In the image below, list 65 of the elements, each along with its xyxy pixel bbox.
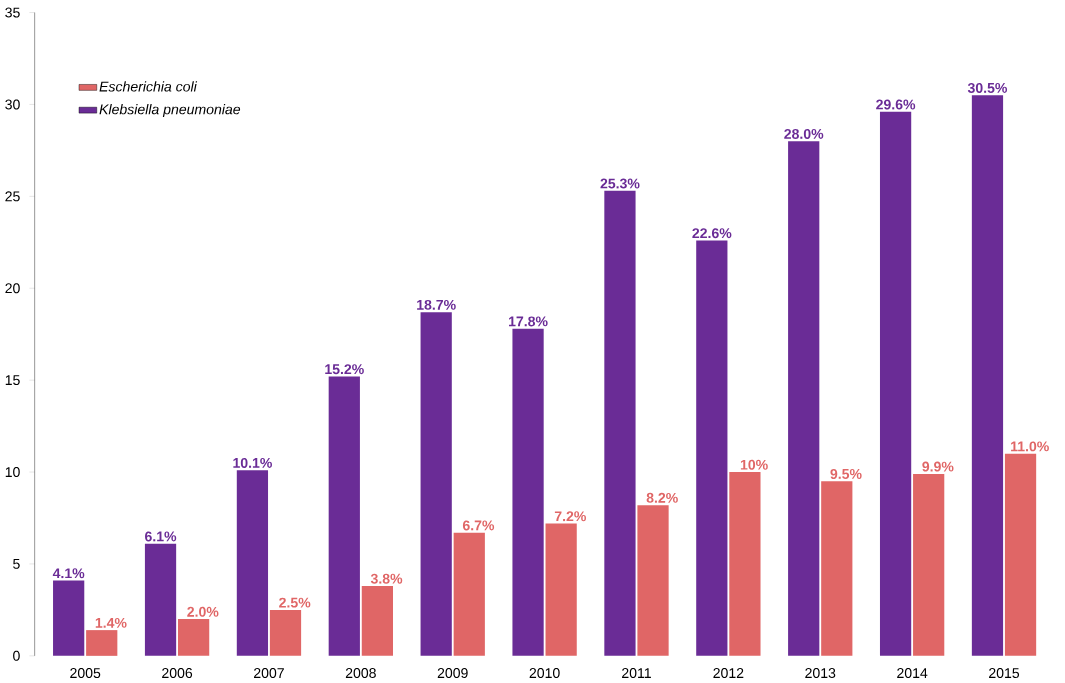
bar [729,472,761,656]
data-label: 28.0% [784,129,824,140]
data-label: 8.2% [646,493,678,503]
y-tick-label: 5 [13,559,20,569]
y-tick-label: 20 [5,283,20,294]
legend-label: Klebsiella pneumoniae [99,104,241,118]
x-tick-label: 2005 [70,668,101,679]
x-tick-label: 2013 [805,668,836,679]
data-label: 9.5% [830,469,862,480]
data-label: 3.8% [370,573,403,584]
bar [361,586,393,656]
bar [788,141,820,656]
bar [971,95,1004,656]
data-label: 2.5% [279,597,311,608]
data-label: 10.1% [233,458,272,469]
bar [236,470,269,656]
x-tick-label: 2010 [529,668,560,679]
bar [144,543,177,656]
bar [269,610,302,656]
data-label: 9.9% [922,461,954,472]
legend-label: Escherichia coli [99,81,198,92]
bar [86,630,118,656]
data-label: 1.4% [95,618,127,628]
x-tick-label: 2009 [437,668,468,679]
bar [328,376,360,656]
x-tick-label: 2006 [162,668,193,679]
x-tick-label: 2007 [254,668,284,679]
x-tick-label: 2011 [622,668,651,679]
bar [512,328,544,656]
data-label: 17.8% [509,316,548,327]
data-label: 29.6% [876,99,916,110]
data-label: 2.0% [187,606,219,617]
bar [913,474,945,656]
data-label: 10% [740,459,768,470]
bar [545,523,577,656]
data-label: 6.7% [462,520,495,531]
y-tick-label: 10 [5,467,20,478]
y-tick-label: 35 [5,7,20,18]
y-tick-label: 30 [5,99,20,110]
bar [604,190,636,656]
bar [821,481,853,656]
data-label: 4.1% [52,568,85,579]
data-label: 6.1% [145,531,177,542]
x-tick-label: 2012 [713,668,744,679]
data-label: 22.6% [692,228,732,239]
bar [420,312,452,656]
y-tick-label: 15 [5,375,20,386]
data-label: 7.2% [554,511,586,522]
x-tick-label: 2008 [345,668,376,679]
data-label: 30.5% [967,83,1008,94]
x-tick-label: 2014 [897,668,928,679]
x-tick-label: 2015 [989,668,1020,679]
data-label: 25.3% [600,178,640,189]
data-label: 15.2% [325,364,364,375]
bar [53,580,85,656]
bar [879,111,912,656]
bar [177,619,210,656]
data-label: 18.7% [417,300,456,310]
bar [637,505,669,656]
bar [696,240,728,656]
y-tick-label: 25 [5,191,20,202]
data-label: 11.0% [1011,441,1049,452]
bar [453,532,485,656]
bar [1004,453,1037,656]
y-tick-label: 0 [13,651,20,661]
